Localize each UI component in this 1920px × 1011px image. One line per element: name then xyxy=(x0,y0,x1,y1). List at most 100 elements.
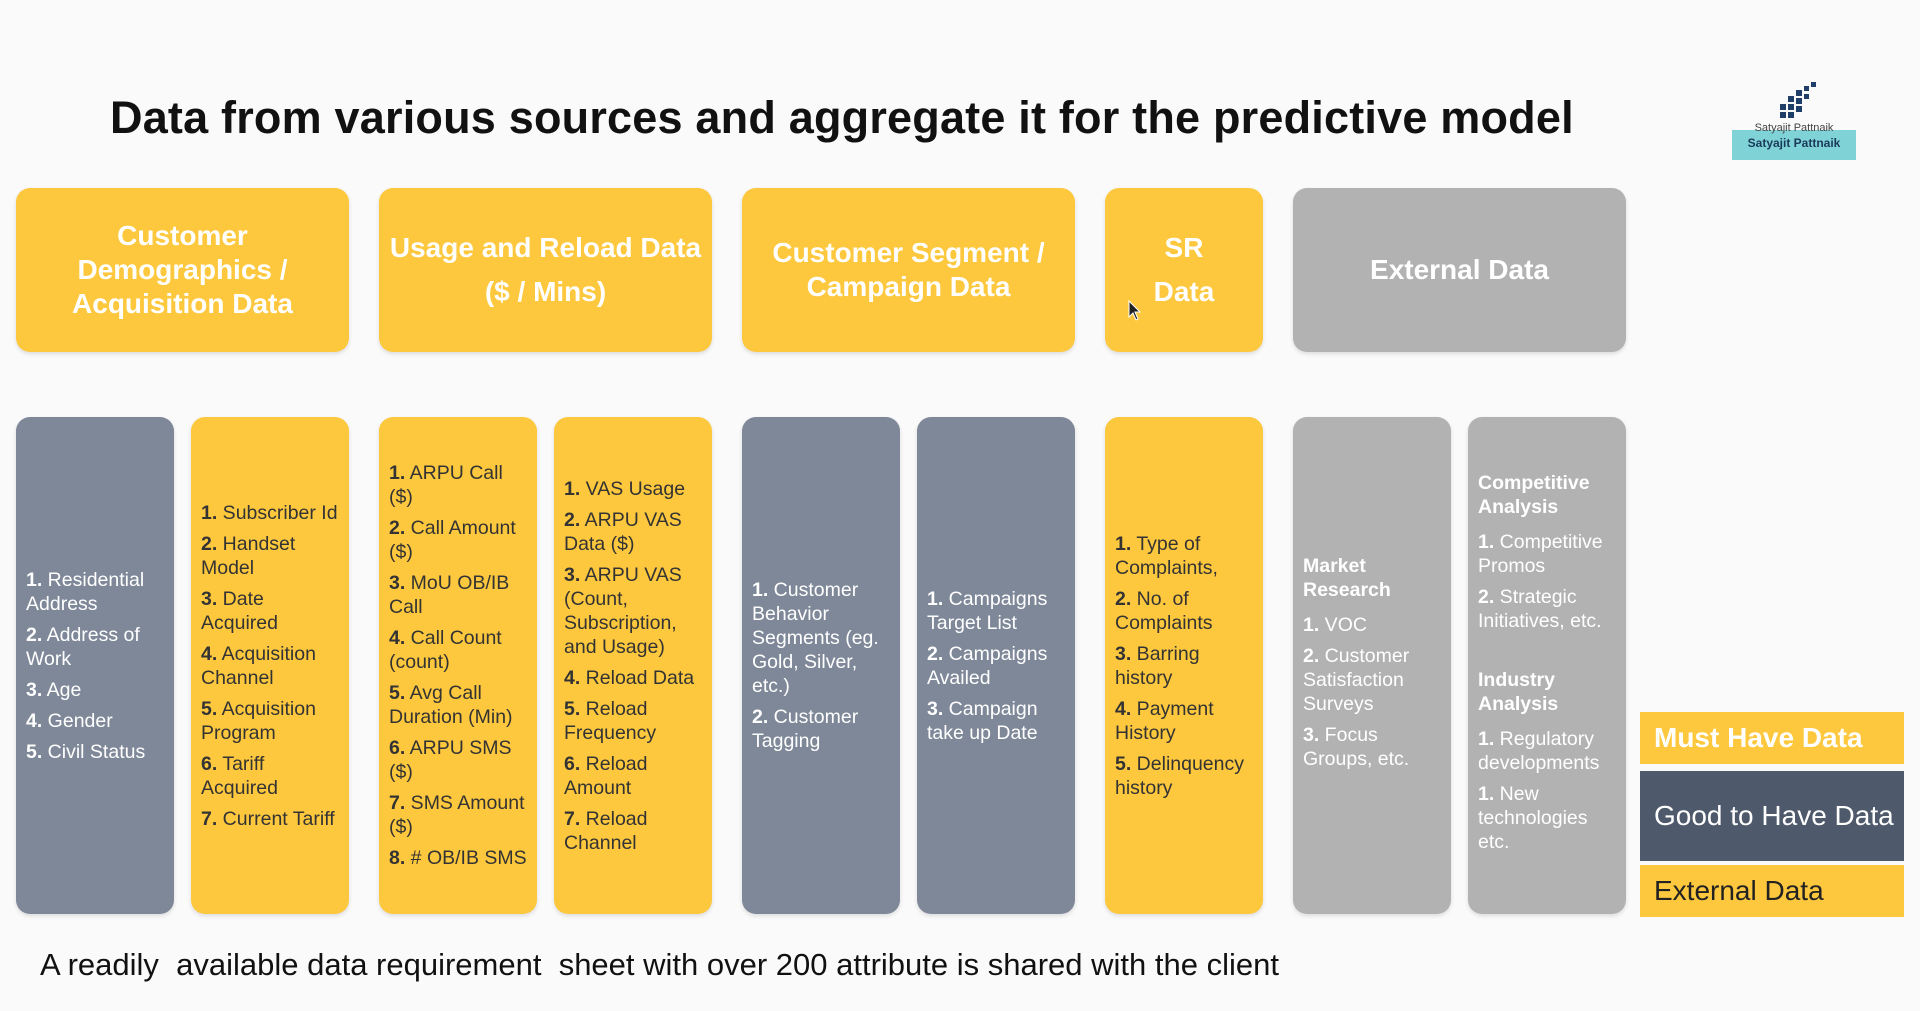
item-number: 5. xyxy=(201,697,218,720)
item-text: Current Tariff xyxy=(217,807,335,830)
item-text: Customer Satisfaction Surveys xyxy=(1303,644,1410,715)
item-number: 6. xyxy=(564,752,581,775)
item-text: # OB/IB SMS xyxy=(405,847,527,869)
item-text: Campaign take up Date xyxy=(927,697,1038,744)
item-number: 3. xyxy=(927,697,944,720)
item-number: 5. xyxy=(389,682,406,704)
item-number: 7. xyxy=(201,807,218,830)
item-number: 4. xyxy=(564,666,581,689)
legend-external: External Data xyxy=(1640,865,1904,917)
item-number: 1. xyxy=(26,568,43,591)
list-item: 3. Campaign take up Date xyxy=(927,697,1067,745)
list-item: 6. Tariff Acquired xyxy=(201,752,341,800)
item-text: Customer Behavior Segments (eg. Gold, Si… xyxy=(752,579,879,697)
item-number: 1. xyxy=(564,477,581,500)
item-number: 1. xyxy=(201,501,218,524)
item-number: 1. xyxy=(389,462,406,484)
item-number: 2. xyxy=(752,706,769,728)
item-text: Residential Address xyxy=(26,568,145,615)
list-item: 5. Delinquency history xyxy=(1115,752,1255,800)
item-text: ARPU VAS Data ($) xyxy=(564,508,682,555)
list-item: 7. Current Tariff xyxy=(201,807,341,831)
item-text: Call Amount ($) xyxy=(389,517,516,563)
column-segments: 1. Customer Behavior Segments (eg. Gold,… xyxy=(742,417,900,914)
item-text: Acquisition Program xyxy=(201,697,316,744)
item-number: 1. xyxy=(1478,782,1495,805)
column-competitive-industry: Competitive Analysis 1. Competitive Promo… xyxy=(1468,417,1626,914)
legend-good-to-have: Good to Have Data xyxy=(1640,771,1904,861)
list-item: 3. Date Acquired xyxy=(201,587,341,635)
item-text: Address of Work xyxy=(26,623,140,670)
item-text: Acquisition Channel xyxy=(201,642,316,689)
logo: Satyajit Pattnaik Satyajit Pattnaik xyxy=(1730,82,1858,166)
logo-icon xyxy=(1780,82,1816,118)
item-number: 6. xyxy=(389,737,406,759)
column-demographics-must: 1. Subscriber Id 2. Handset Model 3. Date … xyxy=(191,417,349,914)
item-number: 2. xyxy=(564,508,581,531)
column-demographics-good: 1. Residential Address 2. Address of Work… xyxy=(16,417,174,914)
item-list: 1. Regulatory developments 1. New technol… xyxy=(1478,720,1618,861)
item-number: 8. xyxy=(389,847,406,869)
item-list: 1. Competitive Promos 2. Strategic Initia… xyxy=(1478,523,1618,640)
item-list: 1. Customer Behavior Segments (eg. Gold,… xyxy=(752,571,892,760)
list-item: 2. Campaigns Availed xyxy=(927,642,1067,690)
item-text: ARPU Call ($) xyxy=(389,462,503,508)
item-number: 1. xyxy=(752,579,769,601)
item-text: Type of Complaints, xyxy=(1115,532,1218,579)
logo-text-top: Satyajit Pattnaik xyxy=(1754,122,1834,134)
item-list: 1. ARPU Call ($) 2. Call Amount ($) 3. MoU… xyxy=(389,454,529,877)
item-text: New technologies etc. xyxy=(1478,782,1588,853)
item-number: 4. xyxy=(201,642,218,665)
list-item: 1. Subscriber Id xyxy=(201,501,341,525)
list-item: 3. Barring history xyxy=(1115,642,1255,690)
section-heading: Industry Analysis xyxy=(1478,668,1559,715)
item-number: 6. xyxy=(201,752,218,775)
item-text: Tariff Acquired xyxy=(201,752,278,799)
item-number: 1. xyxy=(927,587,944,610)
list-item: 4. Payment History xyxy=(1115,697,1255,745)
item-text: Subscriber Id xyxy=(217,501,338,524)
list-item: 4. Reload Data xyxy=(564,666,704,690)
list-item: 1. Type of Complaints, xyxy=(1115,532,1255,580)
list-item: 2. No. of Complaints xyxy=(1115,587,1255,635)
header-external-data: External Data xyxy=(1293,188,1626,352)
logo-band xyxy=(1732,130,1856,160)
column-usage-call-sms: 1. ARPU Call ($) 2. Call Amount ($) 3. MoU… xyxy=(379,417,537,914)
column-usage-vas-reload: 1. VAS Usage 2. ARPU VAS Data ($) 3. ARPU … xyxy=(554,417,712,914)
item-number: 5. xyxy=(564,697,581,720)
header-customer-demographics: Customer Demographics / Acquisition Data xyxy=(16,188,349,352)
item-text: Barring history xyxy=(1115,642,1200,689)
item-number: 3. xyxy=(201,587,218,610)
column-market-research: Market Research 1. VOC 2. Customer Satisfa… xyxy=(1293,417,1451,914)
page-title: Data from various sources and aggregate … xyxy=(110,92,1574,143)
list-item: 2. Strategic Initiatives, etc. xyxy=(1478,585,1618,633)
list-item: 2. ARPU VAS Data ($) xyxy=(564,508,704,556)
column-sr-complaints: 1. Type of Complaints, 2. No. of Complain… xyxy=(1105,417,1263,914)
list-item: 5. Civil Status xyxy=(26,740,166,764)
item-text: Call Count (count) xyxy=(389,627,502,673)
item-number: 3. xyxy=(564,563,581,586)
list-item: 1. New technologies etc. xyxy=(1478,782,1618,854)
item-list: 1. VOC 2. Customer Satisfaction Surveys 3.… xyxy=(1303,606,1443,778)
item-number: 2. xyxy=(201,532,218,555)
header-customer-segment: Customer Segment / Campaign Data xyxy=(742,188,1075,352)
section-spacer xyxy=(1478,640,1618,668)
item-text: Payment History xyxy=(1115,697,1214,744)
item-text: VOC xyxy=(1319,613,1367,636)
list-item: 2. Address of Work xyxy=(26,623,166,671)
list-item: 7. Reload Channel xyxy=(564,807,704,855)
list-item: 3. MoU OB/IB Call xyxy=(389,571,529,619)
item-list: 1. VAS Usage 2. ARPU VAS Data ($) 3. ARPU … xyxy=(564,470,704,862)
list-item: 1. Regulatory developments xyxy=(1478,727,1618,775)
item-text: Customer Tagging xyxy=(752,706,859,752)
list-item: 2. Handset Model xyxy=(201,532,341,580)
item-text: No. of Complaints xyxy=(1115,587,1213,634)
item-text: Strategic Initiatives, etc. xyxy=(1478,585,1602,632)
list-item: 4. Gender xyxy=(26,709,166,733)
item-number: 2. xyxy=(1478,585,1495,608)
item-number: 5. xyxy=(1115,752,1132,775)
list-item: 1. VAS Usage xyxy=(564,477,704,501)
item-text: Competitive Promos xyxy=(1478,530,1603,577)
item-text: VAS Usage xyxy=(580,477,686,500)
item-number: 3. xyxy=(389,572,406,594)
